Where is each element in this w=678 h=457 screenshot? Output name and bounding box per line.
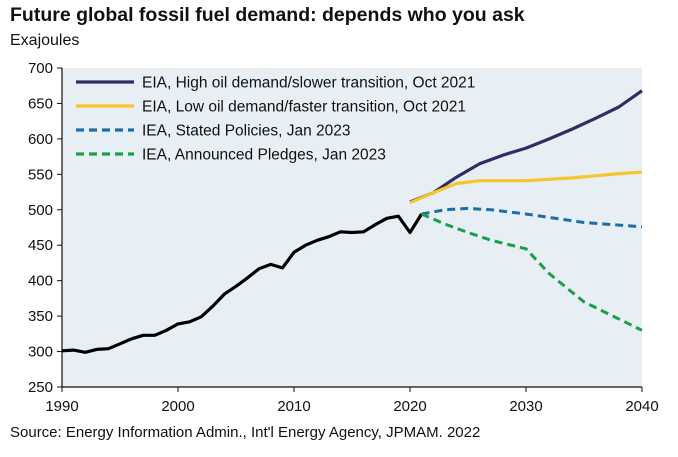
y-tick-label: 500 <box>28 202 53 219</box>
legend-label-eia_high: EIA, High oil demand/slower transition, … <box>142 75 475 92</box>
series-line-eia_high <box>409 89 643 204</box>
x-tick-label: 2000 <box>161 398 194 415</box>
y-tick-label: 250 <box>28 379 53 396</box>
legend-label-eia_low: EIA, Low oil demand/faster transition, O… <box>142 99 466 116</box>
legend-label-iea_stated: IEA, Stated Policies, Jan 2023 <box>142 123 351 140</box>
series-line-history <box>61 213 423 354</box>
y-tick-label: 700 <box>28 60 53 77</box>
legend-label-iea_pledges: IEA, Announced Pledges, Jan 2023 <box>142 147 386 164</box>
plot-area <box>62 68 642 387</box>
x-tick-label: 1990 <box>45 398 78 415</box>
y-tick-label: 600 <box>28 131 53 148</box>
unit-label: Exajoules <box>10 32 80 49</box>
y-axis-ticks: 250 300 350 400 450 500 550 600 650 700 <box>28 60 62 396</box>
legend: EIA, High oil demand/slower transition, … <box>76 75 475 164</box>
series-line-iea_stated <box>421 206 643 229</box>
x-axis-ticks: 1990 2000 2010 2020 2030 2040 <box>45 387 659 415</box>
chart-title: Future global fossil fuel demand: depend… <box>10 4 525 26</box>
x-tick-label: 2040 <box>625 398 658 415</box>
series-line-iea_pledges <box>421 212 643 332</box>
x-tick-label: 2030 <box>509 398 542 415</box>
y-tick-label: 300 <box>28 344 53 361</box>
x-tick-label: 2010 <box>277 398 310 415</box>
x-tick-label: 2020 <box>393 398 426 415</box>
y-tick-label: 450 <box>28 237 53 254</box>
y-tick-label: 650 <box>28 95 53 112</box>
y-tick-label: 350 <box>28 308 53 325</box>
source-note: Source: Energy Information Admin., Int'l… <box>10 424 481 441</box>
series-line-eia_low <box>409 170 643 205</box>
series-layer <box>61 89 643 354</box>
y-tick-label: 550 <box>28 166 53 183</box>
y-tick-label: 400 <box>28 273 53 290</box>
